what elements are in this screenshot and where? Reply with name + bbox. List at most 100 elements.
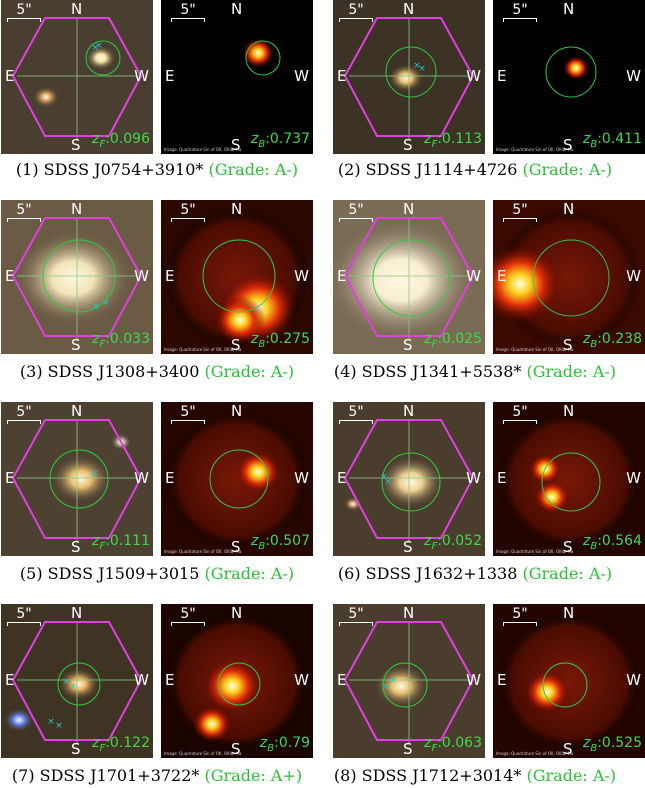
east-label: E bbox=[497, 267, 507, 285]
panel-caption: (7) SDSS J1701+3722* (Grade: A+) bbox=[2, 766, 312, 785]
redshift-label: zF:0.122 bbox=[92, 735, 150, 754]
grade-label: (Grade: A-) bbox=[526, 362, 617, 381]
north-label: N bbox=[231, 604, 243, 622]
emission-map: Image: Quadrature Sin of OII, OIIIb, Hα 5… bbox=[161, 0, 313, 154]
aperture-circle bbox=[542, 662, 588, 708]
west-label: W bbox=[626, 469, 641, 487]
grade-label: (Grade: A-) bbox=[204, 564, 295, 583]
west-label: W bbox=[626, 267, 641, 285]
south-label: S bbox=[563, 336, 573, 354]
marker-cross: × bbox=[413, 61, 421, 71]
emission-blob bbox=[214, 296, 266, 344]
east-label: E bbox=[5, 267, 15, 285]
redshift-label: zB:0.411 bbox=[582, 131, 642, 150]
south-label: S bbox=[403, 538, 413, 556]
grade-label: (Grade: A+) bbox=[204, 766, 303, 785]
redshift-label: zF:0.033 bbox=[92, 331, 150, 350]
scale-bar: 5" bbox=[503, 405, 537, 424]
marker-cross: × bbox=[384, 477, 392, 487]
south-label: S bbox=[403, 136, 413, 154]
redshift-label: zF:0.025 bbox=[424, 331, 482, 350]
east-label: E bbox=[5, 469, 15, 487]
east-label: E bbox=[497, 671, 507, 689]
aperture-circle bbox=[49, 449, 109, 509]
image-credit: Image: Quadrature Sin of OII, OIIIb, Hα bbox=[164, 147, 242, 152]
emission-blob bbox=[203, 659, 261, 713]
west-label: W bbox=[466, 67, 481, 85]
west-label: W bbox=[134, 67, 149, 85]
emission-blob bbox=[192, 706, 232, 742]
marker-cross: × bbox=[382, 682, 390, 692]
panel-caption: (6) SDSS J1632+1338 (Grade: A-) bbox=[320, 564, 630, 583]
emission-map: Image: Quadrature Sin of OII, OIIIb, Hα 5… bbox=[493, 200, 645, 354]
aperture-circle bbox=[532, 239, 610, 317]
east-label: E bbox=[165, 671, 175, 689]
east-label: E bbox=[337, 267, 347, 285]
image-credit: Image: Quadrature Sin of OII, OIIIb, Hα bbox=[164, 347, 242, 352]
aperture-circle bbox=[57, 662, 101, 706]
galaxy-name: (8) SDSS J1712+3014* bbox=[333, 766, 527, 785]
galaxy bbox=[333, 220, 476, 340]
redshift-label: zB:0.737 bbox=[250, 131, 310, 150]
aperture-circle bbox=[42, 239, 116, 313]
south-label: S bbox=[71, 538, 81, 556]
aperture-circle bbox=[382, 662, 428, 708]
north-label: N bbox=[71, 604, 83, 622]
ifu-hexagon bbox=[343, 419, 475, 539]
scale-bar: 5" bbox=[171, 607, 205, 626]
east-label: E bbox=[165, 469, 175, 487]
galaxy-name: (2) SDSS J1114+4726 bbox=[337, 160, 523, 179]
panel-caption: (5) SDSS J1509+3015 (Grade: A-) bbox=[2, 564, 312, 583]
east-label: E bbox=[337, 469, 347, 487]
redshift-label: zF:0.111 bbox=[92, 533, 150, 552]
galaxy-name: (3) SDSS J1308+3400 bbox=[19, 362, 205, 381]
north-label: N bbox=[563, 0, 575, 18]
south-label: S bbox=[71, 136, 81, 154]
aperture-circle bbox=[245, 40, 281, 76]
galaxy-name: (4) SDSS J1341+5538* bbox=[333, 362, 527, 381]
ifu-hexagon bbox=[343, 17, 475, 137]
redshift-label: zB:0.507 bbox=[250, 533, 310, 552]
scale-bar: 5" bbox=[503, 203, 537, 222]
aperture-circle bbox=[372, 239, 450, 317]
aperture-circle bbox=[217, 662, 261, 706]
grade-label: (Grade: A-) bbox=[522, 160, 613, 179]
marker-cross: × bbox=[418, 64, 426, 74]
south-label: S bbox=[563, 538, 573, 556]
west-label: W bbox=[466, 267, 481, 285]
scale-bar: 5" bbox=[503, 3, 537, 22]
ifu-hexagon bbox=[11, 621, 143, 741]
marker-cross: × bbox=[90, 469, 98, 479]
south-label: S bbox=[231, 740, 241, 758]
north-label: N bbox=[403, 402, 415, 420]
west-label: W bbox=[294, 67, 309, 85]
aperture-circle bbox=[541, 452, 601, 512]
grade-label: (Grade: A-) bbox=[204, 362, 295, 381]
aperture-circle bbox=[85, 40, 121, 76]
north-label: N bbox=[71, 200, 83, 218]
image-credit: Image: Quadrature Sin of OII, OIIIb, Hα bbox=[496, 751, 574, 756]
galaxy-name: (7) SDSS J1701+3722* bbox=[11, 766, 205, 785]
marker-cross: × bbox=[55, 721, 63, 731]
scale-bar: 5" bbox=[7, 3, 41, 22]
marker-cross: × bbox=[102, 298, 110, 308]
panel-caption: (2) SDSS J1114+4726 (Grade: A-) bbox=[320, 160, 630, 179]
image-credit: Image: Quadrature Sin of OII, OIIIb, Hα bbox=[496, 347, 574, 352]
aperture-circle bbox=[385, 46, 437, 98]
west-label: W bbox=[466, 469, 481, 487]
north-label: N bbox=[231, 0, 243, 18]
emission-map: Image: Quadrature Sin of OII, OIIIb, Hα 5… bbox=[493, 0, 645, 154]
south-label: S bbox=[231, 336, 241, 354]
grade-label: (Grade: A-) bbox=[522, 564, 613, 583]
south-label: S bbox=[403, 740, 413, 758]
south-label: S bbox=[71, 336, 81, 354]
scale-bar: 5" bbox=[339, 203, 373, 222]
east-label: E bbox=[337, 67, 347, 85]
ifu-hexagon bbox=[11, 17, 143, 137]
aperture-circle bbox=[545, 46, 597, 98]
grade-label: (Grade: A-) bbox=[208, 160, 299, 179]
scale-bar: 5" bbox=[7, 203, 41, 222]
